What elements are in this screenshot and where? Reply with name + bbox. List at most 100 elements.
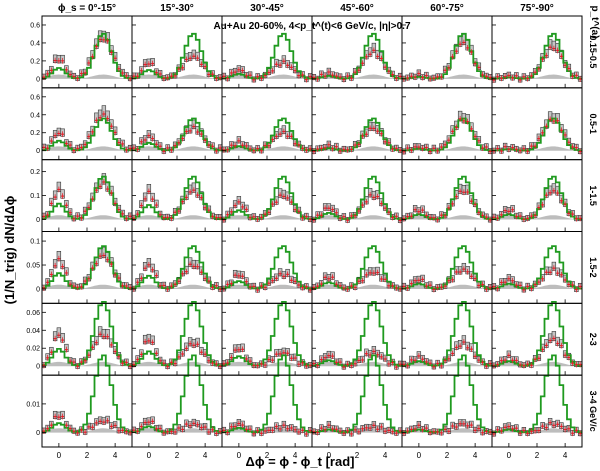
- flow-background: [42, 284, 132, 289]
- reference-series: [492, 117, 582, 152]
- reference-series: [402, 354, 492, 434]
- y-tick-label: 0.1: [30, 239, 40, 246]
- x-axis-label: Δϕ = ϕ - ϕ_t [rad]: [245, 454, 354, 469]
- panel-r4-c5: [491, 301, 583, 376]
- y-tick-label: 0.05: [26, 263, 40, 270]
- x-tick-label: 2: [355, 451, 360, 460]
- panel-frame: [311, 231, 403, 304]
- panel-r0-c5: [491, 15, 583, 89]
- reference-series: [132, 32, 222, 80]
- panel-r5-c2: 0 2 4: [221, 354, 313, 460]
- x-tick-label: 0: [417, 451, 422, 460]
- x-tick-label: 0: [327, 451, 332, 460]
- y-tick-label: 0.06: [26, 310, 40, 317]
- reference-series: [42, 32, 132, 80]
- x-tick-label: 4: [293, 451, 298, 460]
- reference-series: [42, 354, 132, 433]
- column-header: 75°-90°: [520, 3, 554, 14]
- reference-series: [132, 354, 222, 433]
- row-label: 0.15-0.5: [588, 35, 598, 68]
- x-tick-label: 2: [175, 451, 180, 460]
- panel-r1-c5: [491, 87, 583, 161]
- panel-r1-c4: [401, 87, 493, 161]
- panel-r4-c3: [311, 301, 403, 376]
- reference-series: [222, 301, 312, 367]
- y-tick-label: 0: [36, 364, 40, 371]
- x-tick-label: 4: [383, 451, 388, 460]
- panel-r3-c3: [311, 231, 403, 304]
- row-axis-label: p_t^(a): [589, 5, 600, 38]
- flow-background: [132, 284, 222, 289]
- x-tick-label: 2: [85, 451, 90, 460]
- panel-r5-c1: 0 2 4: [131, 354, 223, 460]
- y-tick-label: 0: [36, 430, 40, 437]
- x-tick-label: 0: [237, 451, 242, 460]
- panel-r1-c2: [221, 87, 313, 161]
- flow-background: [132, 215, 222, 220]
- panel-r5-c5: 0 2 4: [491, 354, 583, 460]
- reference-series: [402, 301, 492, 367]
- x-tick-label: 0: [147, 451, 152, 460]
- reference-series: [492, 354, 582, 434]
- panel-r5-c0: 0 2 4 0 0.01: [26, 354, 133, 460]
- x-tick-label: 4: [203, 451, 208, 460]
- reference-series: [42, 301, 132, 367]
- column-header: 60°-75°: [430, 3, 464, 14]
- y-tick-label: 0.4: [30, 40, 40, 47]
- panel-r2-c1: [131, 159, 223, 233]
- reference-series: [312, 117, 402, 152]
- reference-series: [42, 175, 132, 220]
- row-label: 1-1.5: [588, 185, 598, 206]
- flow-background: [42, 215, 132, 220]
- panel-frame: [131, 374, 223, 448]
- reference-series: [402, 32, 492, 80]
- panel-r2-c3: [311, 159, 403, 233]
- x-tick-label: 2: [265, 451, 270, 460]
- panel-r1-c0: 0 0.2 0.4 0.6: [30, 87, 133, 161]
- x-tick-label: 0: [507, 451, 512, 460]
- column-header: 45°-60°: [340, 3, 374, 14]
- panel-r4-c0: 0 0.02 0.04 0.06: [26, 301, 133, 376]
- row-label: 0.5-1: [588, 113, 598, 134]
- reference-series: [132, 245, 222, 290]
- row-label: 1.5-2: [588, 257, 598, 278]
- flow-background: [42, 146, 132, 151]
- panel-frame: [221, 374, 313, 448]
- reference-series: [312, 32, 402, 80]
- column-header: 30°-45°: [250, 3, 284, 14]
- panel-r0-c4: [401, 15, 493, 89]
- y-tick-label: 0: [36, 286, 40, 293]
- y-tick-label: 0: [36, 217, 40, 224]
- panel-grid: 0 0.2 0.4 0.6 0.15-0.5 0 0.2 0.4 0.6 0.5-1 0 0.1 0.2…: [26, 3, 598, 460]
- reference-series: [222, 354, 312, 434]
- panel-r3-c1: [131, 231, 223, 304]
- panel-frame: [491, 159, 583, 233]
- panel-r5-c4: 0 2 4: [401, 354, 493, 460]
- reference-series: [222, 32, 312, 80]
- panel-r2-c2: [221, 159, 313, 233]
- panel-frame: [311, 159, 403, 233]
- x-tick-label: 2: [535, 451, 540, 460]
- y-tick-label: 0.2: [30, 58, 40, 65]
- x-tick-label: 4: [473, 451, 478, 460]
- y-tick-label: 0: [36, 76, 40, 83]
- reference-series: [222, 117, 312, 152]
- y-tick-label: 0: [36, 148, 40, 155]
- column-header: 15°-30°: [160, 3, 194, 14]
- reference-series: [312, 301, 402, 367]
- panel-r1-c1: [131, 87, 223, 161]
- reference-series: [492, 245, 582, 290]
- reference-series: [402, 245, 492, 290]
- reference-series: [222, 245, 312, 290]
- y-tick-label: 0.01: [26, 401, 40, 408]
- reference-series: [312, 354, 402, 434]
- column-header: ϕ_s = 0°-15°: [58, 3, 116, 14]
- panel-r3-c5: [491, 231, 583, 304]
- flow-background: [42, 428, 132, 433]
- panel-frame: [311, 374, 403, 448]
- y-tick-label: 0.04: [26, 328, 40, 335]
- reference-series: [492, 32, 582, 80]
- x-tick-label: 4: [563, 451, 568, 460]
- x-tick-label: 0: [57, 451, 62, 460]
